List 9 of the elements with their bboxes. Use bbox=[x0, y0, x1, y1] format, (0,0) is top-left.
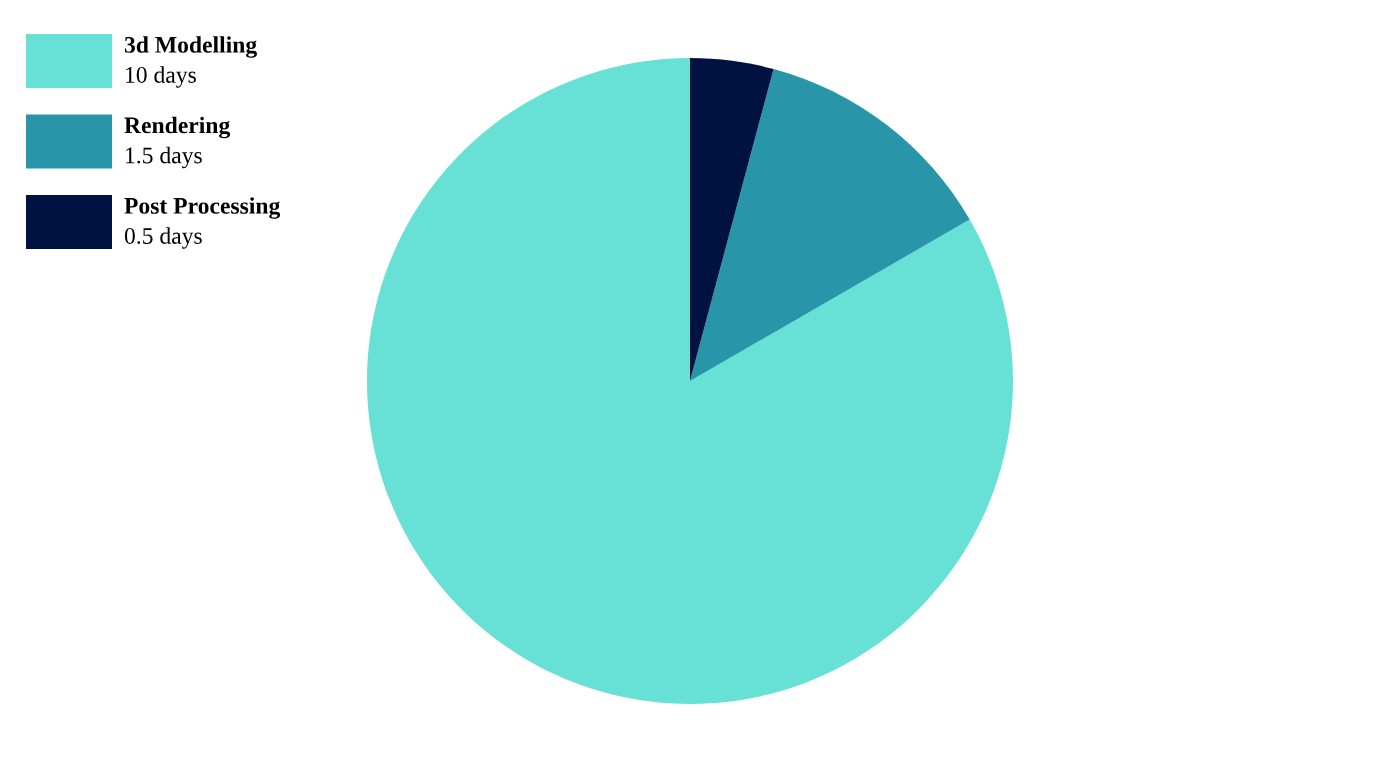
data-label: 10 days bbox=[126, 66, 196, 88]
pie-slice bbox=[367, 58, 1013, 704]
legend-label: 3d Modelling bbox=[124, 36, 257, 58]
data-label: 1.5 days bbox=[126, 146, 202, 169]
pie-slice bbox=[690, 69, 970, 381]
pie-slice bbox=[690, 58, 774, 381]
legend-label: Rendering bbox=[124, 116, 231, 139]
legend-label: Post Processing bbox=[124, 197, 281, 219]
data-label: 0.5 days bbox=[124, 227, 202, 249]
